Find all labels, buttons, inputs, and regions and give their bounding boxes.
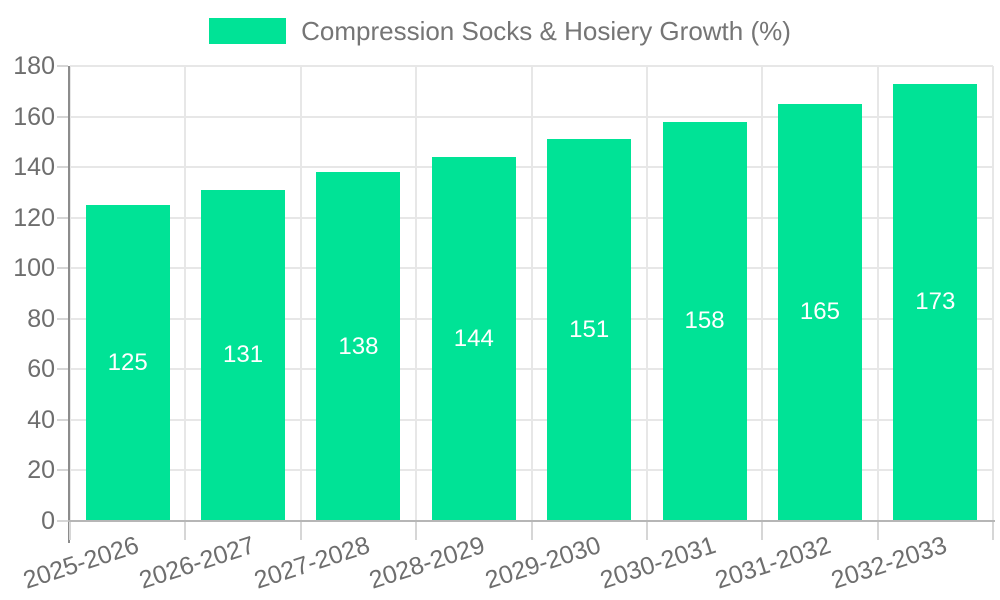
x-axis-label: 2029-2030 xyxy=(481,531,604,595)
x-tick-mark xyxy=(992,522,994,540)
x-tick-mark xyxy=(184,522,187,540)
y-axis-label: 20 xyxy=(27,456,55,485)
v-gridline xyxy=(992,66,994,521)
x-tick-mark xyxy=(299,522,302,540)
y-axis-label: 160 xyxy=(13,102,55,131)
x-axis-label: 2028-2029 xyxy=(366,531,489,595)
v-gridline xyxy=(69,66,71,521)
x-axis-label: 2026-2027 xyxy=(135,531,258,595)
y-tick-mark xyxy=(57,418,68,421)
v-gridline xyxy=(530,66,533,521)
x-tick-mark xyxy=(761,522,764,540)
y-axis-line xyxy=(68,66,70,543)
bar[interactable] xyxy=(85,205,170,521)
x-axis-label: 2030-2031 xyxy=(596,531,720,595)
y-tick-mark xyxy=(57,469,68,472)
x-tick-mark xyxy=(876,522,879,540)
bar-value-label: 138 xyxy=(338,332,379,360)
y-axis-label: 80 xyxy=(27,304,55,333)
legend-label: Compression Socks & Hosiery Growth (%) xyxy=(301,16,791,46)
x-axis-label: 2025-2026 xyxy=(19,531,143,595)
bar[interactable] xyxy=(201,189,286,521)
y-tick-mark xyxy=(57,216,68,219)
bar-value-label: 131 xyxy=(223,341,264,369)
y-tick-mark xyxy=(57,267,68,270)
v-gridline xyxy=(184,66,187,521)
v-gridline xyxy=(415,66,418,521)
bar-value-label: 125 xyxy=(107,349,148,376)
bar-value-label: 165 xyxy=(799,298,840,326)
bar-value-label: 144 xyxy=(453,325,494,352)
x-axis-label: 2027-2028 xyxy=(250,531,374,595)
x-axis-label: 2031-2032 xyxy=(712,531,835,595)
y-tick-mark xyxy=(57,368,68,371)
x-tick-mark xyxy=(69,522,71,540)
v-gridline xyxy=(876,66,879,521)
v-gridline xyxy=(761,66,764,521)
y-tick-mark xyxy=(57,65,68,67)
x-tick-mark xyxy=(645,522,648,540)
y-axis-label: 120 xyxy=(13,203,55,232)
v-gridline xyxy=(645,66,648,521)
y-axis-label: 140 xyxy=(13,153,55,182)
bar[interactable] xyxy=(431,157,516,521)
v-gridline xyxy=(299,66,302,521)
bar[interactable] xyxy=(316,172,401,521)
y-tick-mark xyxy=(57,115,68,118)
bar-value-label: 151 xyxy=(569,316,610,344)
x-tick-mark xyxy=(530,522,533,540)
y-tick-mark xyxy=(57,166,68,169)
y-axis-label: 180 xyxy=(13,52,55,80)
y-tick-mark xyxy=(57,317,68,320)
bar-value-label: 173 xyxy=(915,288,956,316)
y-tick-mark xyxy=(57,520,68,522)
bar[interactable] xyxy=(893,83,978,521)
legend-swatch-icon xyxy=(209,18,287,44)
x-axis-line xyxy=(68,520,995,522)
bar[interactable] xyxy=(777,103,862,521)
y-axis-label: 60 xyxy=(27,355,55,384)
x-axis-label: 2032-2033 xyxy=(827,531,950,595)
x-tick-mark xyxy=(415,522,418,540)
bar[interactable] xyxy=(547,139,632,521)
bar-value-label: 158 xyxy=(684,307,725,335)
y-axis-label: 0 xyxy=(41,507,55,535)
plot-area: 125 131 138 144 151 158 165 173 xyxy=(69,65,994,521)
y-axis-label: 40 xyxy=(27,405,55,434)
bar[interactable] xyxy=(662,121,747,521)
legend[interactable]: Compression Socks & Hosiery Growth (%) xyxy=(0,16,1000,46)
y-axis-label: 100 xyxy=(13,254,55,283)
